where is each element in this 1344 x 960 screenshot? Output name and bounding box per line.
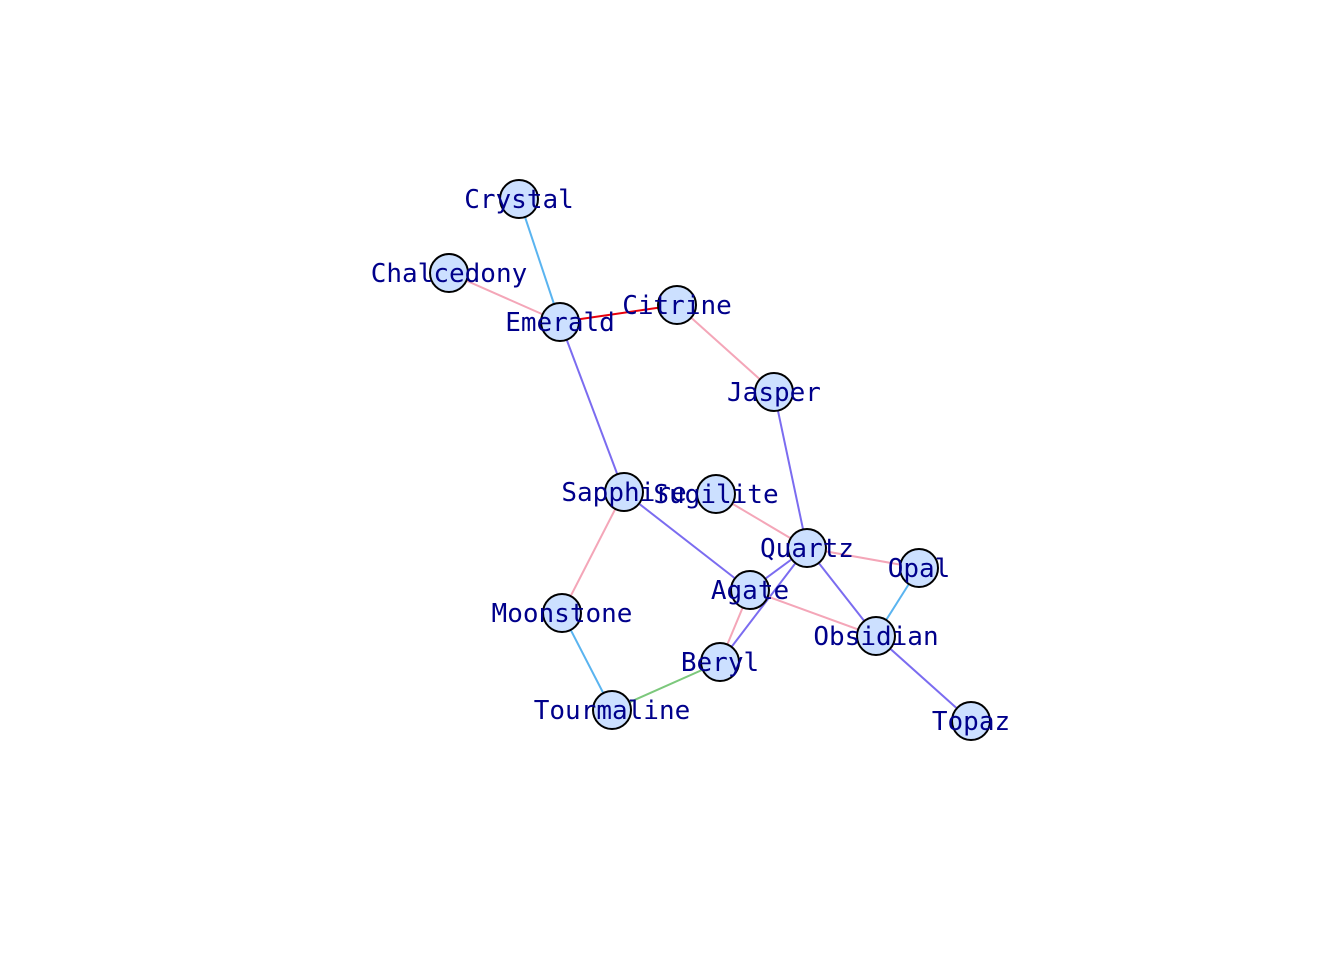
node-label-citrine: Citrine <box>622 291 732 321</box>
node-label-emerald: Emerald <box>505 308 615 338</box>
node-sapphire[interactable] <box>604 472 644 512</box>
node-beryl[interactable] <box>700 642 740 682</box>
node-moonstone[interactable] <box>542 593 582 633</box>
node-chalcedony[interactable] <box>429 253 469 293</box>
node-label-quartz: Quartz <box>760 534 854 564</box>
node-label-sapphire: Sapphire <box>561 478 686 508</box>
node-label-crystal: Crystal <box>464 185 574 215</box>
node-quartz[interactable] <box>787 528 827 568</box>
edge-crystal-emerald <box>518 198 561 323</box>
edge-chalcedony-emerald <box>448 272 561 323</box>
node-label-sugilite: Sugilite <box>653 480 778 510</box>
node-opal[interactable] <box>899 548 939 588</box>
node-label-beryl: Beryl <box>681 648 759 678</box>
edge-jasper-quartz <box>773 391 808 549</box>
node-sugilite[interactable] <box>696 474 736 514</box>
node-label-topaz: Topaz <box>932 707 1010 737</box>
node-citrine[interactable] <box>657 285 697 325</box>
node-label-chalcedony: Chalcedony <box>371 259 528 289</box>
node-emerald[interactable] <box>540 302 580 342</box>
edge-quartz-beryl <box>719 547 808 663</box>
edge-citrine-jasper <box>676 304 775 393</box>
node-crystal[interactable] <box>499 179 539 219</box>
node-tourmaline[interactable] <box>592 690 632 730</box>
node-label-tourmaline: Tourmaline <box>534 696 691 726</box>
node-topaz[interactable] <box>951 701 991 741</box>
node-agate[interactable] <box>730 570 770 610</box>
node-label-moonstone: Moonstone <box>492 599 633 629</box>
node-jasper[interactable] <box>754 372 794 412</box>
node-label-opal: Opal <box>888 554 951 584</box>
node-label-agate: Agate <box>711 576 789 606</box>
edge-emerald-sapphire <box>559 321 625 493</box>
node-obsidian[interactable] <box>856 616 896 656</box>
nodes-layer <box>429 179 991 741</box>
node-label-jasper: Jasper <box>727 378 821 408</box>
node-label-obsidian: Obsidian <box>813 622 938 652</box>
edge-agate-obsidian <box>749 589 877 637</box>
edge-sapphire-agate <box>623 491 751 591</box>
edge-obsidian-topaz <box>875 635 972 722</box>
edge-sapphire-moonstone <box>561 491 625 614</box>
